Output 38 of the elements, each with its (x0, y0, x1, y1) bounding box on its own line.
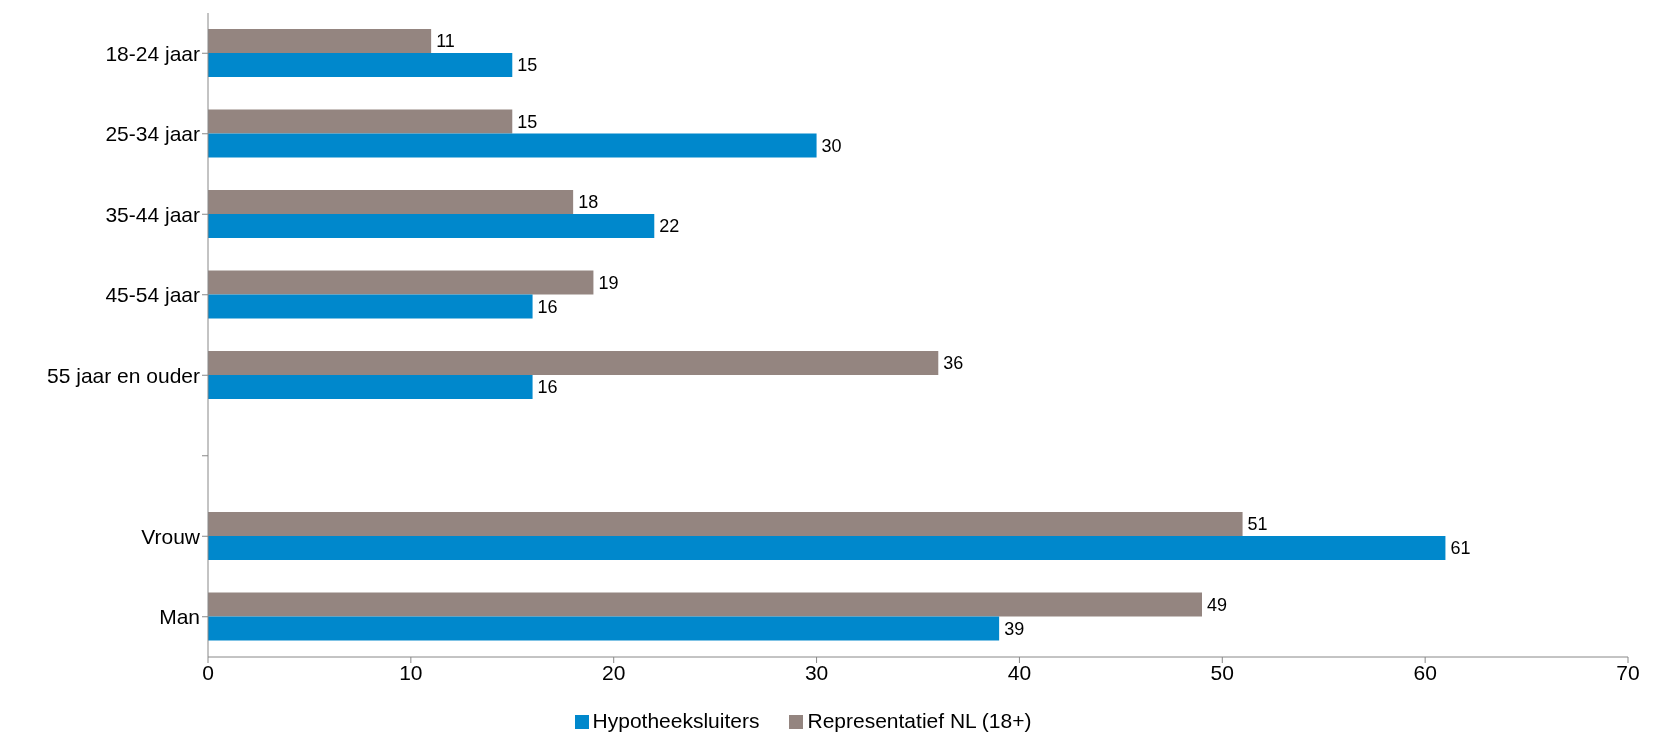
bar (208, 133, 817, 158)
bar (208, 616, 1000, 641)
y-tick-label: 35-44 jaar (105, 202, 201, 226)
y-tick-label: Vrouw (141, 524, 201, 548)
y-tick-label: 45-54 jaar (105, 283, 201, 307)
data-label: 16 (537, 296, 558, 317)
y-tick-label: 18-24 jaar (105, 41, 201, 65)
bar (208, 536, 1446, 561)
legend-label: Hypotheeksluiters (592, 709, 760, 732)
data-label: 61 (1450, 538, 1471, 559)
data-label: 36 (943, 353, 964, 374)
data-label: 19 (598, 272, 619, 293)
bar (208, 214, 655, 239)
x-tick-label: 10 (399, 660, 423, 684)
data-label: 15 (517, 55, 538, 76)
x-tick-label: 30 (804, 660, 829, 684)
data-label: 30 (821, 135, 842, 156)
y-tick-label: Man (159, 605, 200, 629)
data-label: 16 (537, 377, 558, 398)
data-label: 51 (1247, 514, 1268, 535)
x-tick-label: 20 (602, 660, 626, 684)
data-label: 49 (1207, 594, 1228, 615)
data-label: 18 (578, 192, 599, 213)
bar (208, 375, 533, 400)
data-label: 22 (659, 216, 680, 237)
x-tick-label: 40 (1007, 660, 1032, 684)
y-tick-label: 25-34 jaar (105, 122, 201, 146)
x-tick-label: 70 (1616, 660, 1640, 684)
x-tick-label: 50 (1210, 660, 1234, 684)
y-tick-label: 55 jaar en ouder (47, 363, 200, 387)
x-tick-label: 60 (1413, 660, 1437, 684)
x-tick-label: 0 (202, 660, 214, 684)
bar (208, 53, 513, 78)
data-label: 15 (517, 111, 538, 132)
bar (208, 294, 533, 319)
data-label: 11 (436, 31, 455, 52)
data-label: 39 (1004, 618, 1025, 639)
legend-label: Representatief NL (18+) (807, 709, 1032, 732)
